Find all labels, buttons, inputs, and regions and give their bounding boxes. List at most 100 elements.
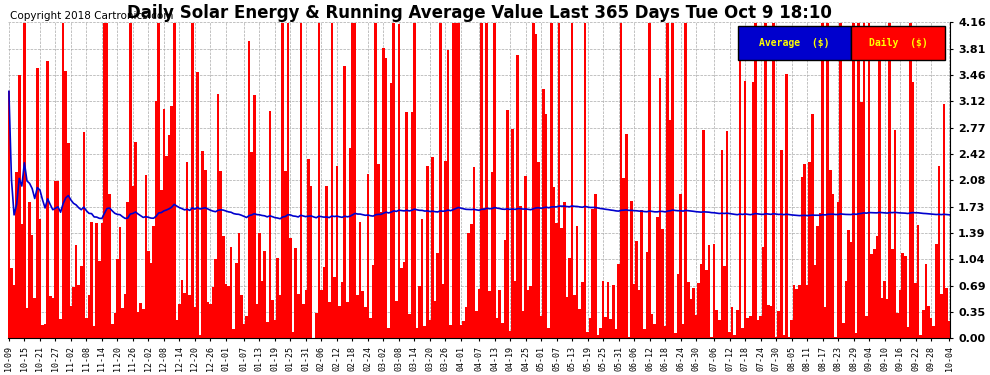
Bar bbox=[49, 297, 51, 338]
Text: Copyright 2018 Cartronics.com: Copyright 2018 Cartronics.com bbox=[10, 11, 173, 21]
Bar bbox=[188, 295, 191, 338]
Bar bbox=[246, 316, 248, 338]
Bar bbox=[891, 249, 894, 338]
Bar bbox=[260, 281, 263, 338]
Bar bbox=[385, 58, 387, 338]
Bar bbox=[21, 224, 23, 338]
Bar bbox=[124, 294, 127, 338]
Bar bbox=[777, 311, 780, 338]
Bar bbox=[111, 324, 114, 338]
Bar bbox=[612, 285, 615, 338]
Bar bbox=[940, 294, 942, 338]
Bar bbox=[692, 288, 695, 338]
Bar bbox=[23, 23, 26, 338]
Bar bbox=[809, 162, 811, 338]
Bar bbox=[292, 332, 294, 338]
Bar bbox=[121, 308, 124, 338]
Bar bbox=[555, 223, 557, 338]
Bar bbox=[366, 174, 369, 338]
Bar bbox=[152, 226, 154, 338]
Bar bbox=[631, 201, 633, 338]
Bar bbox=[945, 288, 947, 338]
Bar bbox=[432, 157, 434, 338]
Bar bbox=[220, 171, 222, 338]
Bar bbox=[289, 238, 292, 338]
Bar bbox=[157, 23, 160, 338]
Bar bbox=[426, 165, 429, 338]
Bar bbox=[253, 94, 255, 338]
Bar bbox=[103, 23, 106, 338]
Bar bbox=[517, 56, 519, 338]
Bar bbox=[470, 224, 472, 338]
Bar bbox=[641, 210, 644, 338]
Bar bbox=[928, 306, 930, 338]
Bar bbox=[297, 294, 300, 338]
Bar bbox=[721, 150, 723, 338]
Bar bbox=[568, 258, 570, 338]
Bar bbox=[912, 82, 915, 338]
Bar bbox=[543, 89, 545, 338]
Bar bbox=[403, 262, 406, 338]
Bar bbox=[904, 256, 907, 338]
Bar bbox=[411, 112, 413, 338]
Bar bbox=[344, 66, 346, 338]
Bar bbox=[602, 281, 604, 338]
Bar bbox=[527, 290, 530, 338]
Bar bbox=[214, 259, 217, 338]
Bar bbox=[178, 304, 181, 338]
Bar bbox=[483, 207, 485, 338]
Bar bbox=[525, 176, 527, 338]
Bar bbox=[676, 274, 679, 338]
Bar bbox=[175, 320, 178, 338]
Bar bbox=[42, 326, 44, 338]
Bar bbox=[183, 294, 186, 338]
Bar bbox=[769, 306, 772, 338]
Bar bbox=[759, 316, 762, 338]
Bar bbox=[888, 23, 891, 338]
Bar bbox=[743, 81, 746, 338]
Bar bbox=[938, 166, 940, 338]
Bar bbox=[607, 282, 610, 338]
Bar bbox=[756, 320, 759, 338]
Bar bbox=[754, 23, 756, 338]
Bar bbox=[581, 282, 584, 338]
Bar bbox=[491, 172, 493, 338]
Bar bbox=[599, 328, 602, 338]
Bar bbox=[148, 251, 149, 338]
Bar bbox=[434, 301, 437, 338]
Bar bbox=[44, 324, 47, 338]
Bar bbox=[408, 314, 411, 338]
Bar bbox=[909, 23, 912, 338]
Bar bbox=[390, 83, 392, 338]
Bar bbox=[671, 23, 674, 338]
Bar bbox=[331, 23, 333, 338]
Bar bbox=[241, 295, 243, 338]
Bar bbox=[162, 109, 165, 338]
Bar bbox=[85, 318, 88, 338]
Bar bbox=[547, 328, 550, 338]
Bar bbox=[382, 48, 385, 338]
Bar bbox=[650, 314, 653, 338]
Bar bbox=[379, 211, 382, 338]
Bar bbox=[377, 164, 379, 338]
Bar bbox=[617, 264, 620, 338]
Bar bbox=[374, 23, 377, 338]
Bar bbox=[557, 23, 560, 338]
Bar bbox=[597, 335, 599, 338]
Bar bbox=[160, 190, 162, 338]
Bar bbox=[844, 281, 847, 338]
Bar bbox=[560, 228, 563, 338]
Bar bbox=[829, 170, 832, 338]
Bar bbox=[663, 326, 666, 338]
Bar bbox=[628, 337, 631, 338]
Bar bbox=[284, 171, 286, 338]
Bar bbox=[268, 111, 271, 338]
Bar bbox=[860, 102, 862, 338]
Bar bbox=[591, 209, 594, 338]
Bar bbox=[896, 313, 899, 338]
Bar bbox=[351, 23, 353, 338]
Bar bbox=[106, 23, 108, 338]
Bar bbox=[739, 27, 742, 338]
Bar bbox=[751, 82, 754, 338]
Bar bbox=[824, 306, 827, 338]
